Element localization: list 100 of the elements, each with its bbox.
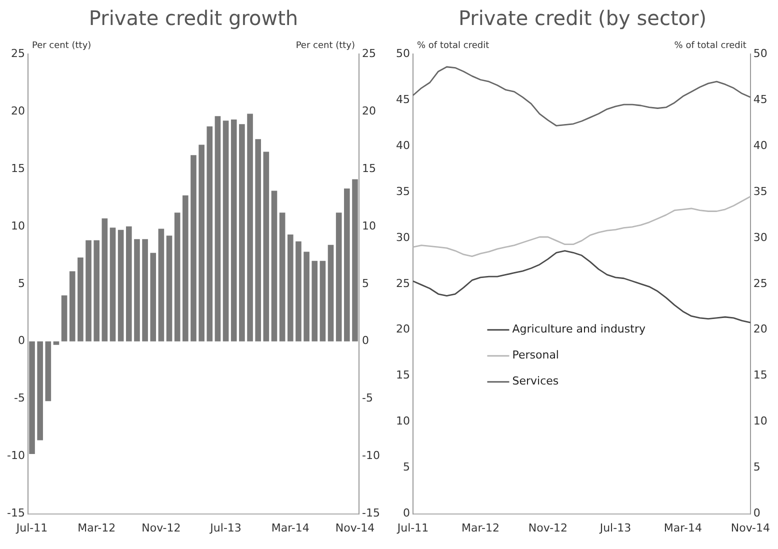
bar <box>166 236 172 342</box>
bar <box>198 144 204 342</box>
x-tick-label: Jul-11 <box>15 521 48 534</box>
y-tick-label: 30 <box>396 230 410 244</box>
y2-axis-title: Per cent (tty) <box>296 40 356 51</box>
bar <box>304 252 310 342</box>
bar <box>126 226 132 342</box>
bar <box>352 179 358 342</box>
y2-tick-label: 40 <box>753 138 768 152</box>
y-tick-label: 15 <box>10 162 25 175</box>
x-tick-label: Mar-12 <box>461 521 500 534</box>
bar <box>94 240 100 342</box>
chart-title: Private credit (by sector) <box>458 6 707 30</box>
bar <box>53 341 60 345</box>
y-tick-label: 40 <box>396 138 410 152</box>
bar <box>344 188 350 342</box>
bar <box>263 152 270 342</box>
bar <box>230 120 237 342</box>
bar <box>222 120 229 342</box>
legend-label: Personal <box>512 348 559 362</box>
y2-tick-label: 20 <box>753 322 768 336</box>
legend-label: Services <box>512 374 559 388</box>
y2-tick-label: 15 <box>753 368 768 382</box>
y2-tick-label: 10 <box>753 414 768 428</box>
y2-tick-label: 45 <box>753 92 768 106</box>
bar <box>206 126 213 342</box>
bar <box>102 218 108 342</box>
y-tick-label: 5 <box>18 276 25 290</box>
y-tick-label: 45 <box>396 92 410 106</box>
bar <box>142 239 148 342</box>
bar <box>182 195 188 342</box>
y-tick-label: 10 <box>396 414 410 428</box>
bar <box>336 212 342 342</box>
y2-tick-label: 10 <box>362 219 376 232</box>
x-tick-label: Nov-12 <box>142 521 181 534</box>
chart-title: Private credit growth <box>88 6 298 30</box>
y2-tick-label: 0 <box>753 506 760 520</box>
y-tick-label: 15 <box>396 368 410 382</box>
bar <box>37 341 43 440</box>
bar <box>174 212 180 342</box>
bar <box>29 341 35 454</box>
y-tick-label: 5 <box>402 460 410 474</box>
y-axis-title: % of total credit <box>416 40 490 51</box>
x-tick-label: Nov-14 <box>335 521 375 534</box>
y2-tick-label: -5 <box>362 392 374 405</box>
y-tick-label: 20 <box>396 322 410 336</box>
x-tick-label: Nov-14 <box>730 521 770 534</box>
y-tick-label: 10 <box>10 219 25 232</box>
y-tick-label: -15 <box>7 506 25 520</box>
bar <box>214 116 221 342</box>
bar <box>287 234 294 342</box>
y-tick-label: 35 <box>396 184 410 198</box>
bar <box>239 124 245 342</box>
bar <box>78 257 84 342</box>
bar <box>118 230 124 342</box>
y-tick-label: 0 <box>402 506 410 520</box>
y-tick-label: -5 <box>14 392 25 405</box>
y2-tick-label: -10 <box>362 449 380 462</box>
bar <box>271 190 278 342</box>
bar <box>190 155 196 342</box>
bar <box>45 341 52 402</box>
bar <box>134 239 140 342</box>
y-axis-title: Per cent (tty) <box>32 40 92 51</box>
bar <box>61 295 68 342</box>
bar <box>296 241 302 342</box>
x-tick-label: Mar-14 <box>271 521 310 534</box>
bar <box>110 228 116 342</box>
y2-tick-label: 30 <box>753 230 768 244</box>
legend-label: Agriculture and industry <box>512 322 646 336</box>
bar <box>255 139 262 342</box>
y2-tick-label: -15 <box>362 506 380 520</box>
bar <box>320 260 326 342</box>
y2-tick-label: 20 <box>362 104 376 118</box>
bar <box>69 271 76 342</box>
y-tick-label: 50 <box>396 46 410 60</box>
y2-axis-title: % of total credit <box>674 40 747 51</box>
x-tick-label: Jul-11 <box>396 521 429 534</box>
x-tick-label: Jul-13 <box>209 521 242 534</box>
y-tick-label: 25 <box>396 276 410 290</box>
bar <box>247 114 253 342</box>
bar <box>328 244 334 342</box>
x-tick-label: Jul-13 <box>598 521 632 534</box>
bar <box>86 240 92 342</box>
x-tick-label: Mar-14 <box>664 521 702 534</box>
y2-tick-label: 15 <box>362 162 376 175</box>
y2-tick-label: 5 <box>362 276 370 290</box>
y-tick-label: 0 <box>18 334 25 348</box>
y2-tick-label: 25 <box>362 46 376 60</box>
y-tick-label: 20 <box>10 104 25 118</box>
x-tick-label: Nov-12 <box>528 521 568 534</box>
y2-tick-label: 25 <box>753 276 768 290</box>
y2-tick-label: 5 <box>753 460 760 474</box>
x-tick-label: Mar-12 <box>78 521 116 534</box>
bar <box>312 260 318 342</box>
bar <box>158 228 164 342</box>
y-tick-label: -10 <box>7 449 25 462</box>
y2-tick-label: 50 <box>753 46 768 60</box>
y2-tick-label: 35 <box>753 184 768 198</box>
bar <box>279 212 286 342</box>
bar <box>150 252 156 342</box>
